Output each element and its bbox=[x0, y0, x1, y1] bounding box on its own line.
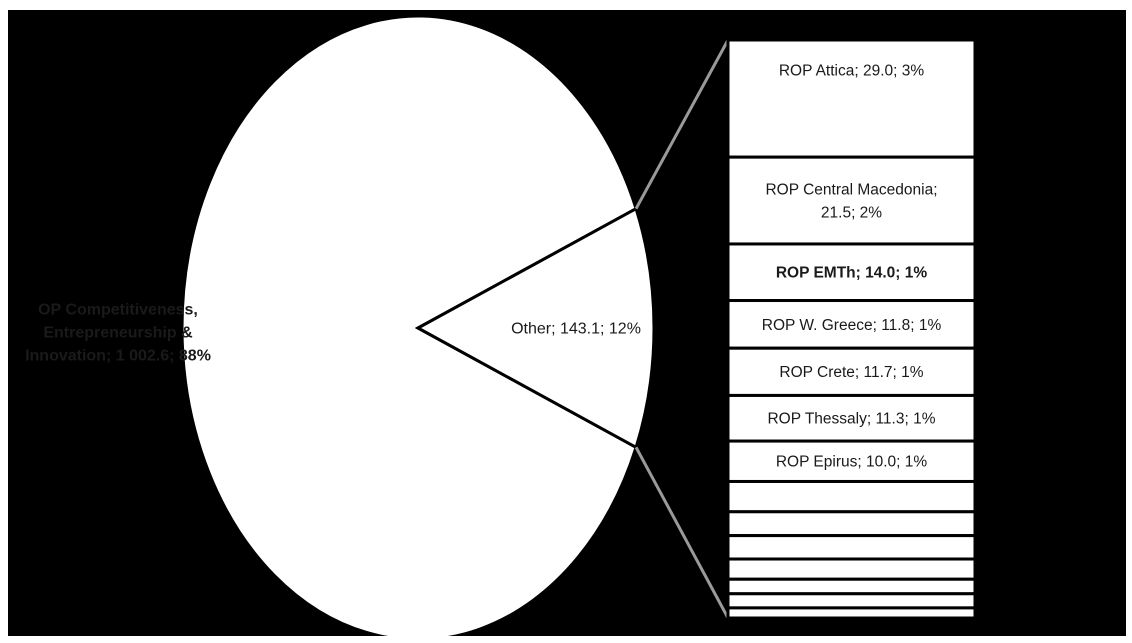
bar-segment-unlabeled-7 bbox=[726, 479, 977, 514]
pie-slice-main bbox=[180, 14, 638, 636]
bar-label-rop-crete-line: ROP Crete; 11.7; 1% bbox=[779, 364, 923, 381]
pie-label-main: OP Competitiveness, Entrepreneurship & Inn… bbox=[25, 302, 211, 365]
bar-label-rop-thessaly: ROP Thessaly; 11.3; 1% bbox=[767, 411, 935, 428]
pie-label-main-line: Entrepreneurship & bbox=[43, 325, 193, 342]
bar-label-rop-w-greece-line: ROP W. Greece; 11.8; 1% bbox=[762, 317, 942, 334]
bar-segment-rop-thessaly bbox=[726, 393, 977, 443]
connector-line-bottom bbox=[634, 446, 730, 619]
pie-layer bbox=[180, 14, 656, 636]
bar-segment-rop-attica bbox=[726, 38, 977, 159]
bar-label-rop-central-macedonia: ROP Central Macedonia; 21.5; 2% bbox=[765, 181, 937, 221]
bar-label-rop-epirus: ROP Epirus; 10.0; 1% bbox=[776, 454, 928, 471]
pie-label-main-line: OP Competitiveness, bbox=[38, 302, 198, 319]
breakdown-bar bbox=[726, 38, 977, 620]
pie-label-main-line: Innovation; 1 002.6; 88% bbox=[25, 348, 211, 365]
bar-label-rop-emth-line: ROP EMTh; 14.0; 1% bbox=[776, 265, 928, 282]
bar-label-rop-thessaly-line: ROP Thessaly; 11.3; 1% bbox=[767, 411, 935, 428]
bar-label-rop-epirus-line: ROP Epirus; 10.0; 1% bbox=[776, 454, 928, 471]
bar-label-rop-crete: ROP Crete; 11.7; 1% bbox=[779, 364, 923, 381]
bar-segment-unlabeled-9 bbox=[726, 534, 977, 561]
bar-segment-unlabeled-13 bbox=[726, 606, 977, 620]
bar-segment-rop-emth bbox=[726, 242, 977, 303]
chart-frame: OP Competitiveness, Entrepreneurship & Inn… bbox=[8, 10, 1126, 636]
bar-segment-rop-epirus bbox=[726, 439, 977, 483]
bar-of-pie-chart: OP Competitiveness, Entrepreneurship & Inn… bbox=[25, 14, 977, 636]
label-layer: OP Competitiveness, Entrepreneurship & Inn… bbox=[25, 62, 941, 470]
bar-label-rop-central-macedonia-line: ROP Central Macedonia; bbox=[765, 181, 937, 198]
bar-segment-rop-central-macedonia bbox=[726, 155, 977, 246]
bar-label-rop-w-greece: ROP W. Greece; 11.8; 1% bbox=[762, 317, 942, 334]
bar-segment-unlabeled-10 bbox=[726, 557, 977, 581]
bar-outline bbox=[726, 38, 977, 620]
bar-label-rop-attica: ROP Attica; 29.0; 3% bbox=[779, 62, 925, 79]
bar-segment-unlabeled-12 bbox=[726, 592, 977, 610]
bar-label-rop-attica-line: ROP Attica; 29.0; 3% bbox=[779, 62, 925, 79]
pie-label-other-line: Other; 143.1; 12% bbox=[511, 321, 641, 338]
bar-label-rop-emth: ROP EMTh; 14.0; 1% bbox=[776, 265, 928, 282]
bar-segment-unlabeled-8 bbox=[726, 510, 977, 538]
bar-segment-rop-crete bbox=[726, 346, 977, 397]
connector-layer bbox=[634, 39, 730, 619]
bar-segment-unlabeled-11 bbox=[726, 577, 977, 596]
bar-label-rop-central-macedonia-line: 21.5; 2% bbox=[821, 204, 882, 221]
pie-label-other: Other; 143.1; 12% bbox=[511, 321, 641, 338]
pie-slice-other bbox=[414, 206, 656, 450]
connector-line-top bbox=[634, 39, 730, 210]
